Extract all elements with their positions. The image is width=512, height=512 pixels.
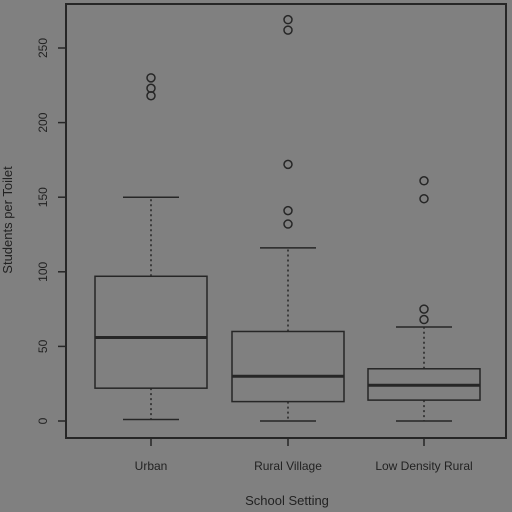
y-tick-label: 0 — [36, 417, 50, 424]
x-axis: Urban Rural Village Low Density Rural — [135, 438, 473, 473]
x-axis-label: School Setting — [245, 493, 329, 508]
box-rural-village — [231, 14, 345, 422]
y-tick-label: 200 — [36, 112, 50, 132]
x-tick-label: Urban — [135, 459, 168, 473]
y-tick-label: 150 — [36, 187, 50, 207]
outlier-point — [146, 73, 156, 83]
box-urban — [94, 73, 208, 421]
outlier-point — [283, 14, 293, 25]
outlier-point — [146, 83, 156, 94]
iqr-box — [94, 275, 208, 389]
x-tick-label: Rural Village — [254, 459, 322, 473]
outlier-point — [419, 193, 429, 204]
boxes-group — [94, 14, 481, 422]
y-tick-label: 50 — [36, 339, 50, 353]
outlier-point — [419, 176, 429, 186]
y-tick-label: 100 — [36, 261, 50, 281]
box-low-density-rural — [367, 176, 481, 422]
y-axis: 0 50 100 150 200 250 — [36, 38, 67, 424]
outlier-point — [283, 219, 293, 229]
y-axis-label: Students per Toilet — [0, 166, 15, 274]
outlier-point — [419, 304, 429, 314]
x-tick-label: Low Density Rural — [375, 459, 472, 473]
outlier-point — [283, 159, 293, 170]
iqr-box — [231, 330, 345, 403]
y-tick-label: 250 — [36, 38, 50, 58]
outlier-point — [283, 25, 293, 35]
outlier-point — [283, 205, 293, 216]
outlier-point — [419, 314, 429, 325]
